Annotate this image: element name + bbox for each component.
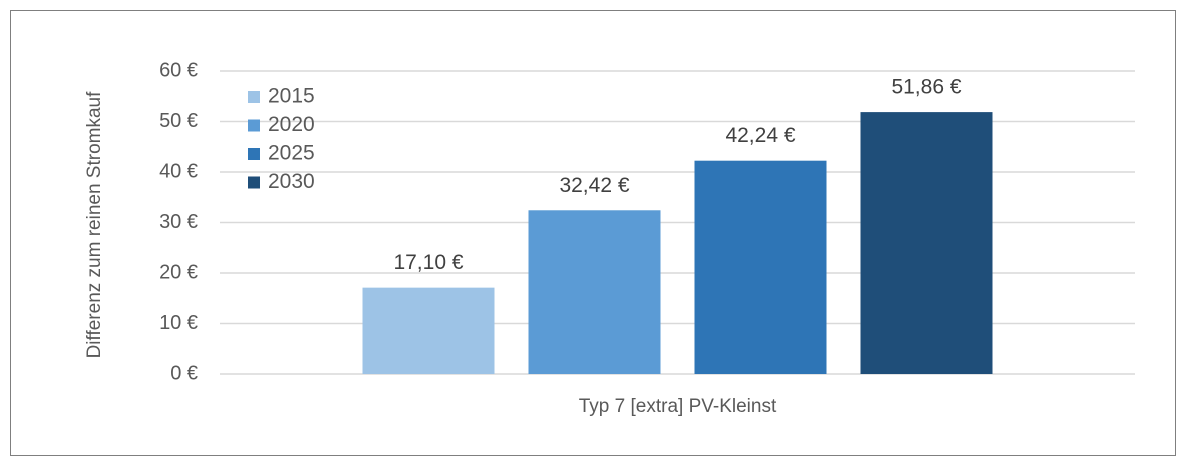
y-tick-label: 30 € — [159, 211, 198, 233]
legend-swatch — [248, 91, 260, 103]
bar — [528, 210, 661, 374]
bar — [860, 112, 993, 375]
legend-label: 2015 — [268, 85, 315, 108]
x-tick-label: Typ 7 [extra] PV-Kleinst — [579, 396, 777, 417]
legend-swatch — [248, 176, 260, 189]
data-label: 42,24 € — [725, 124, 795, 147]
y-tick-label: 60 € — [159, 59, 198, 81]
legend-label: 2025 — [268, 142, 315, 165]
legend-label: 2020 — [268, 113, 315, 136]
y-tick-label: 20 € — [159, 261, 198, 283]
legend-swatch — [248, 148, 260, 160]
y-tick-label: 0 € — [170, 362, 198, 384]
y-tick-label: 50 € — [159, 110, 198, 132]
data-label: 17,10 € — [393, 251, 463, 274]
data-label: 32,42 € — [559, 174, 629, 197]
y-tick-label: 40 € — [159, 160, 198, 182]
legend-swatch — [248, 119, 260, 132]
data-label: 51,86 € — [891, 76, 961, 99]
y-tick-label: 10 € — [159, 312, 198, 334]
legend-label: 2030 — [268, 170, 315, 193]
y-axis-label: Differenz zum reinen Stromkauf — [84, 91, 105, 359]
chart-border — [10, 10, 1176, 456]
bar — [362, 287, 495, 374]
bar — [694, 160, 827, 374]
